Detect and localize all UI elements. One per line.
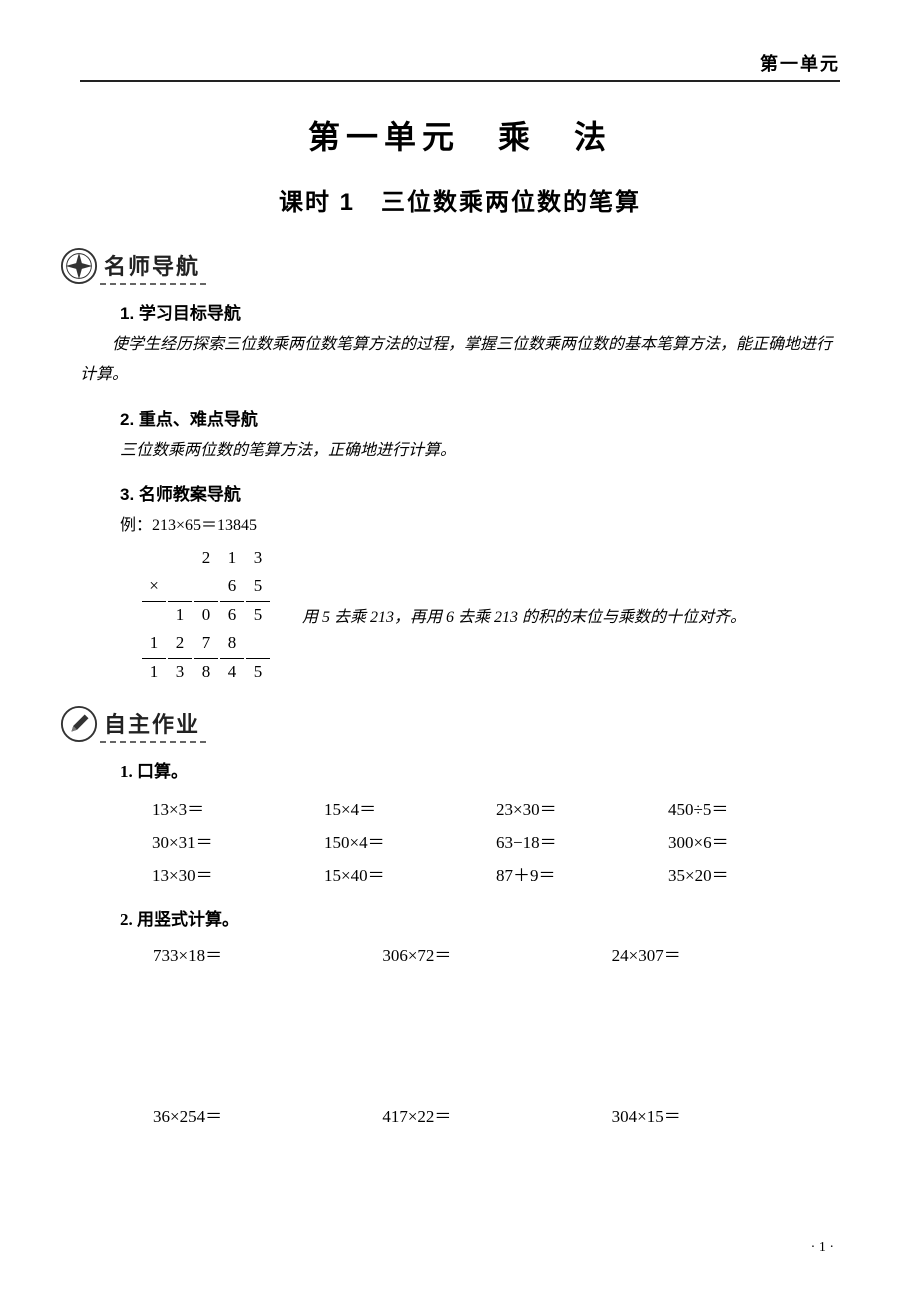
vcell: 5 xyxy=(246,573,270,599)
vcell: 2 xyxy=(168,630,192,656)
vertical-calc-row-b: 36×254＝ 417×22＝ 304×15＝ xyxy=(150,1099,840,1130)
vcell: 6 xyxy=(220,601,244,628)
work-q2-text: 用竖式计算。 xyxy=(137,910,239,929)
vcell xyxy=(142,545,166,571)
calc-cell: 733×18＝ xyxy=(152,940,379,967)
calc-cell: 15×40＝ xyxy=(324,858,494,889)
vcell: 6 xyxy=(220,573,244,599)
guide-h1-text: 学习目标导航 xyxy=(139,304,241,323)
calc-cell: 63−18＝ xyxy=(496,825,666,856)
section-guide-label: 名师导航 xyxy=(100,247,206,285)
vcell: 1 xyxy=(142,658,166,685)
section-work-label: 自主作业 xyxy=(100,705,206,743)
section-work-header: 自主作业 xyxy=(60,705,840,743)
guide-h2: 2. 重点、难点导航 xyxy=(120,405,840,430)
vcell: 5 xyxy=(246,601,270,628)
work-q1-num: 1. xyxy=(120,762,133,781)
calc-cell: 24×307＝ xyxy=(611,940,838,967)
guide-h2-num: 2. xyxy=(120,410,134,429)
vcell: 4 xyxy=(220,658,244,685)
vcell: 1 xyxy=(168,601,192,628)
guide-h3-num: 3. xyxy=(120,485,134,504)
guide-h1-num: 1. xyxy=(120,304,134,323)
vcell: 3 xyxy=(168,658,192,685)
section-guide-header: 名师导航 xyxy=(60,247,840,285)
work-q1: 1. 口算。 xyxy=(120,757,840,782)
vcell: 8 xyxy=(194,658,218,685)
work-q2: 2. 用竖式计算。 xyxy=(120,905,840,930)
calc-cell: 15×4＝ xyxy=(324,792,494,823)
calc-cell: 150×4＝ xyxy=(324,825,494,856)
lesson-title: 课时 1 三位数乘两位数的笔算 xyxy=(80,182,840,217)
mental-calc-grid: 13×3＝ 15×4＝ 23×30＝ 450÷5＝ 30×31＝ 150×4＝ … xyxy=(150,790,840,891)
page-number: · 1 · xyxy=(80,1240,840,1256)
vcell: 8 xyxy=(220,630,244,656)
calc-cell: 30×31＝ xyxy=(152,825,322,856)
vcell xyxy=(194,573,218,599)
calc-cell: 304×15＝ xyxy=(611,1101,838,1128)
vcell xyxy=(246,630,270,656)
calc-cell: 306×72＝ xyxy=(381,940,608,967)
vcell xyxy=(168,545,192,571)
calc-cell: 23×30＝ xyxy=(496,792,666,823)
vcell: 0 xyxy=(194,601,218,628)
guide-h1: 1. 学习目标导航 xyxy=(120,299,840,324)
vertical-table: 2 1 3 × 6 5 1 0 6 5 1 2 7 8 xyxy=(140,543,272,687)
calc-cell: 450÷5＝ xyxy=(668,792,838,823)
calc-cell: 36×254＝ xyxy=(152,1101,379,1128)
calc-cell: 13×30＝ xyxy=(152,858,322,889)
guide-h3: 3. 名师教案导航 xyxy=(120,480,840,505)
vcell: 3 xyxy=(246,545,270,571)
header-rule xyxy=(80,80,840,82)
calc-cell: 13×3＝ xyxy=(152,792,322,823)
guide-p1: 使学生经历探索三位数乘两位数笔算方法的过程，掌握三位数乘两位数的基本笔算方法，能… xyxy=(80,330,840,391)
pencil-icon xyxy=(60,705,98,743)
vertical-multiplication: 2 1 3 × 6 5 1 0 6 5 1 2 7 8 xyxy=(140,543,840,687)
unit-header-label: 第一单元 xyxy=(80,50,840,80)
guide-h3-text: 名师教案导航 xyxy=(139,485,241,504)
vertical-calc-row-a: 733×18＝ 306×72＝ 24×307＝ xyxy=(150,938,840,969)
calc-cell: 87＋9＝ xyxy=(496,858,666,889)
compass-icon xyxy=(60,247,98,285)
vcell: 7 xyxy=(194,630,218,656)
vcell xyxy=(168,573,192,599)
work-q2-num: 2. xyxy=(120,910,133,929)
vcell xyxy=(142,601,166,628)
unit-title: 第一单元 乘 法 xyxy=(80,112,840,158)
vcell: 1 xyxy=(142,630,166,656)
vcell: 1 xyxy=(220,545,244,571)
work-q1-text: 口算。 xyxy=(137,762,188,781)
vcell: 2 xyxy=(194,545,218,571)
example-equation: 例：213×65＝13845 xyxy=(120,511,840,535)
guide-h2-text: 重点、难点导航 xyxy=(139,410,258,429)
vcell: × xyxy=(142,573,166,599)
calc-cell: 35×20＝ xyxy=(668,858,838,889)
vcell: 5 xyxy=(246,658,270,685)
guide-p2: 三位数乘两位数的笔算方法，正确地进行计算。 xyxy=(120,436,840,466)
calc-cell: 300×6＝ xyxy=(668,825,838,856)
calc-cell: 417×22＝ xyxy=(381,1101,608,1128)
vertical-note: 用 5 去乘 213，再用 6 去乘 213 的积的末位与乘数的十位对齐。 xyxy=(302,603,746,627)
